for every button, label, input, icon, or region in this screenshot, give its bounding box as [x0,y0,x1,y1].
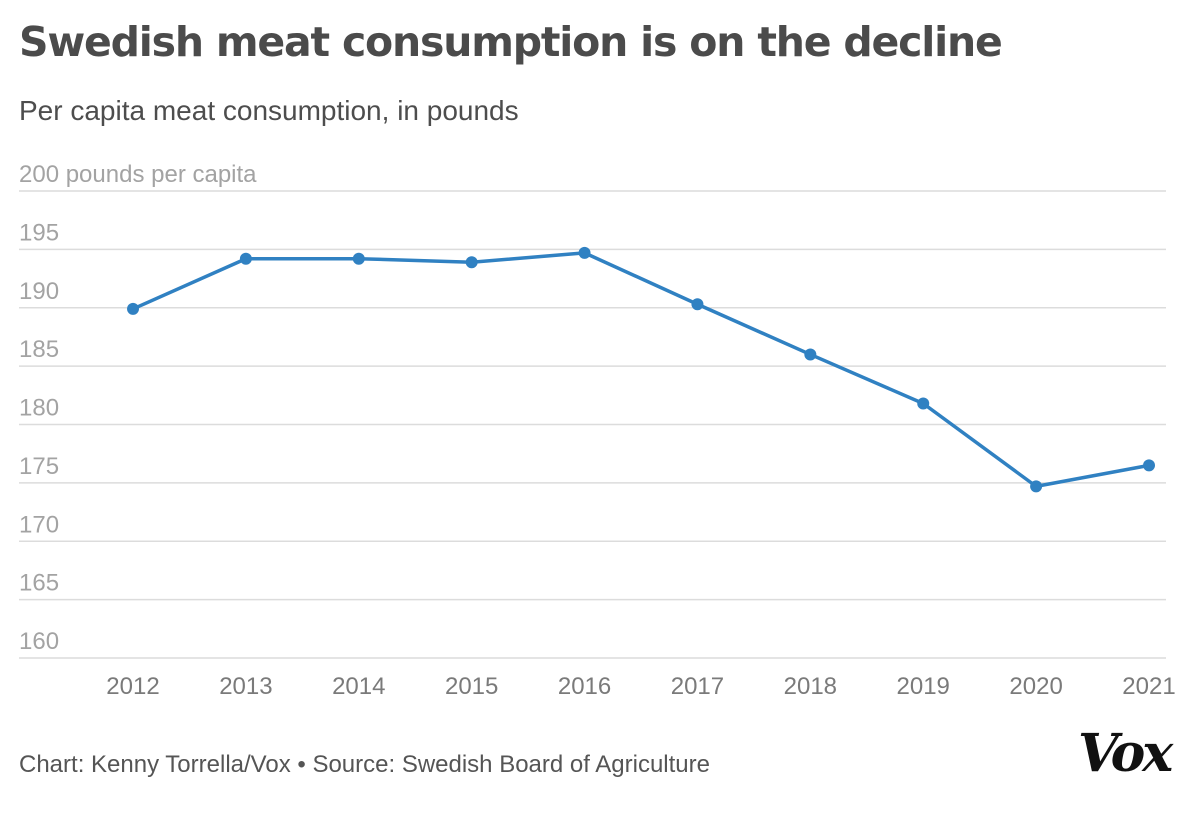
x-tick-label: 2015 [445,673,498,700]
x-axis-tick-labels: 2012 2013 2014 2015 2016 2017 2018 2019 2020 2021 [106,673,1175,700]
x-tick-label: 2016 [558,673,611,700]
y-tick-label: 195 [19,219,59,246]
y-tick-label: 190 [19,278,59,305]
data-point-2015 [465,256,478,269]
data-point-2013 [239,252,252,265]
x-tick-label: 2021 [1122,673,1175,700]
y-tick-label: 180 [19,395,59,422]
data-point-2017 [691,298,704,311]
data-point-2012 [127,302,139,315]
x-tick-label: 2013 [219,673,272,700]
data-series [131,251,1151,489]
data-point-2019 [917,397,930,410]
series-line [131,251,1151,489]
x-tick-label: 2018 [784,673,837,700]
x-tick-label: 2019 [897,673,950,700]
y-tick-label: 175 [19,453,59,480]
data-point-2021 [1143,459,1155,472]
vox-logo: Vox [1078,723,1173,784]
data-point-2020 [1030,480,1043,493]
gridlines [19,190,1166,659]
source-credit: Chart: Kenny Torrella/Vox • Source: Swed… [19,751,710,778]
x-tick-label: 2014 [332,673,385,700]
y-axis-tick-labels: 160 165 170 175 180 185 190 195 200 pounds per c… [19,161,257,655]
data-point-2014 [352,252,365,265]
x-tick-label: 2020 [1009,673,1062,700]
data-points [127,246,1155,493]
y-tick-label: 165 [19,570,59,597]
y-tick-label: 200 pounds per capita [19,161,257,188]
y-tick-label: 185 [19,336,59,363]
y-tick-label: 170 [19,511,59,538]
x-tick-label: 2012 [106,673,159,700]
line-chart: 160 165 170 175 180 185 190 195 200 pounds per c… [19,161,1176,700]
data-point-2016 [578,246,591,259]
x-tick-label: 2017 [671,673,724,700]
chart-subtitle: Per capita meat consumption, in pounds [19,95,519,126]
data-point-2018 [804,348,817,361]
y-tick-label: 160 [19,628,59,655]
chart-title: Swedish meat consumption is on the decli… [19,18,1003,66]
